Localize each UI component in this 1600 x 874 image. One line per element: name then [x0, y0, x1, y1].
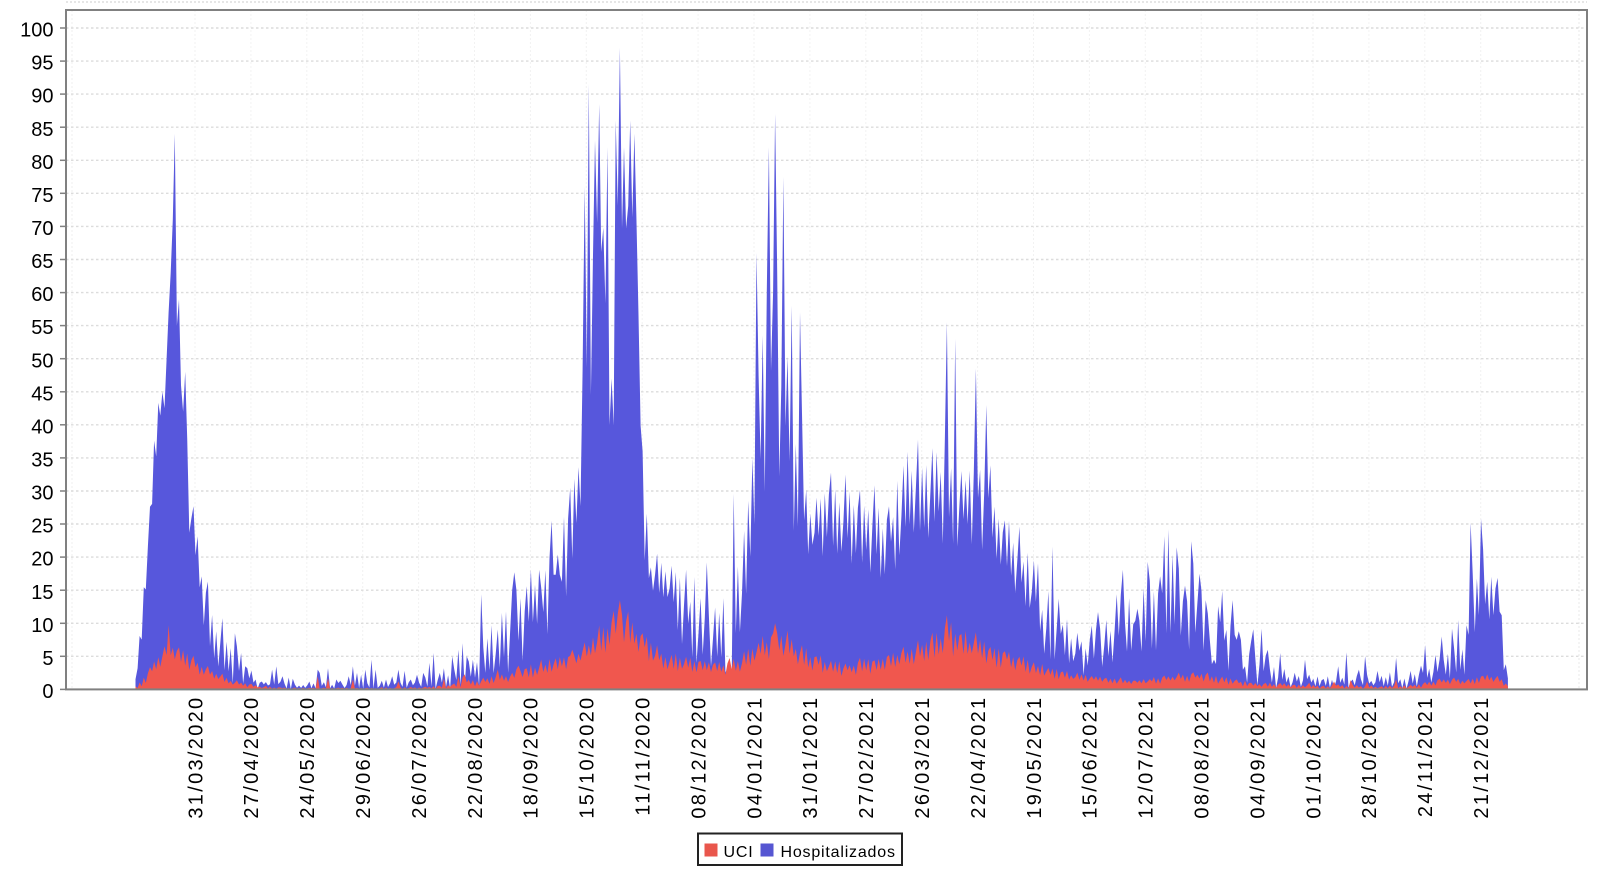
- svg-text:22/04/2021: 22/04/2021: [968, 696, 990, 819]
- svg-text:20: 20: [31, 549, 53, 571]
- svg-text:08/08/2021: 08/08/2021: [1192, 696, 1214, 819]
- svg-text:27/02/2021: 27/02/2021: [856, 696, 878, 819]
- svg-text:22/08/2020: 22/08/2020: [465, 696, 487, 819]
- svg-text:26/03/2021: 26/03/2021: [912, 696, 934, 819]
- svg-text:90: 90: [31, 86, 53, 108]
- svg-text:24/05/2020: 24/05/2020: [297, 696, 319, 819]
- svg-text:24/11/2021: 24/11/2021: [1415, 696, 1437, 818]
- svg-text:0: 0: [42, 681, 53, 703]
- svg-text:100: 100: [20, 20, 53, 42]
- svg-text:29/06/2020: 29/06/2020: [353, 696, 375, 819]
- svg-text:15: 15: [31, 582, 53, 604]
- svg-text:12/07/2021: 12/07/2021: [1136, 696, 1158, 819]
- svg-text:40: 40: [31, 416, 53, 438]
- svg-text:65: 65: [31, 251, 53, 273]
- svg-text:18/09/2020: 18/09/2020: [521, 696, 543, 819]
- svg-text:26/07/2020: 26/07/2020: [409, 696, 431, 819]
- svg-text:UCI: UCI: [724, 844, 754, 861]
- svg-text:15/06/2021: 15/06/2021: [1080, 696, 1102, 819]
- svg-text:55: 55: [31, 317, 53, 339]
- svg-text:60: 60: [31, 284, 53, 306]
- svg-text:31/03/2020: 31/03/2020: [185, 696, 207, 819]
- svg-text:85: 85: [31, 119, 53, 141]
- svg-text:28/10/2021: 28/10/2021: [1359, 696, 1381, 819]
- svg-text:25: 25: [31, 516, 53, 538]
- svg-text:08/12/2020: 08/12/2020: [688, 696, 710, 819]
- svg-text:04/01/2021: 04/01/2021: [744, 696, 766, 819]
- svg-text:04/09/2021: 04/09/2021: [1247, 696, 1269, 819]
- svg-text:45: 45: [31, 383, 53, 405]
- svg-text:10: 10: [31, 615, 53, 637]
- svg-text:30: 30: [31, 483, 53, 505]
- svg-text:80: 80: [31, 152, 53, 174]
- svg-text:5: 5: [42, 648, 53, 670]
- svg-text:31/01/2021: 31/01/2021: [800, 696, 822, 819]
- svg-text:27/04/2020: 27/04/2020: [241, 696, 263, 819]
- svg-text:75: 75: [31, 185, 53, 207]
- svg-text:35: 35: [31, 450, 53, 472]
- svg-text:Hospitalizados: Hospitalizados: [781, 844, 896, 861]
- svg-text:11/11/2020: 11/11/2020: [633, 696, 655, 816]
- svg-text:50: 50: [31, 350, 53, 372]
- svg-text:19/05/2021: 19/05/2021: [1024, 696, 1046, 819]
- svg-text:95: 95: [31, 53, 53, 75]
- svg-text:01/10/2021: 01/10/2021: [1303, 696, 1325, 819]
- svg-text:21/12/2021: 21/12/2021: [1471, 696, 1493, 819]
- svg-text:70: 70: [31, 218, 53, 240]
- svg-text:15/10/2020: 15/10/2020: [577, 696, 599, 819]
